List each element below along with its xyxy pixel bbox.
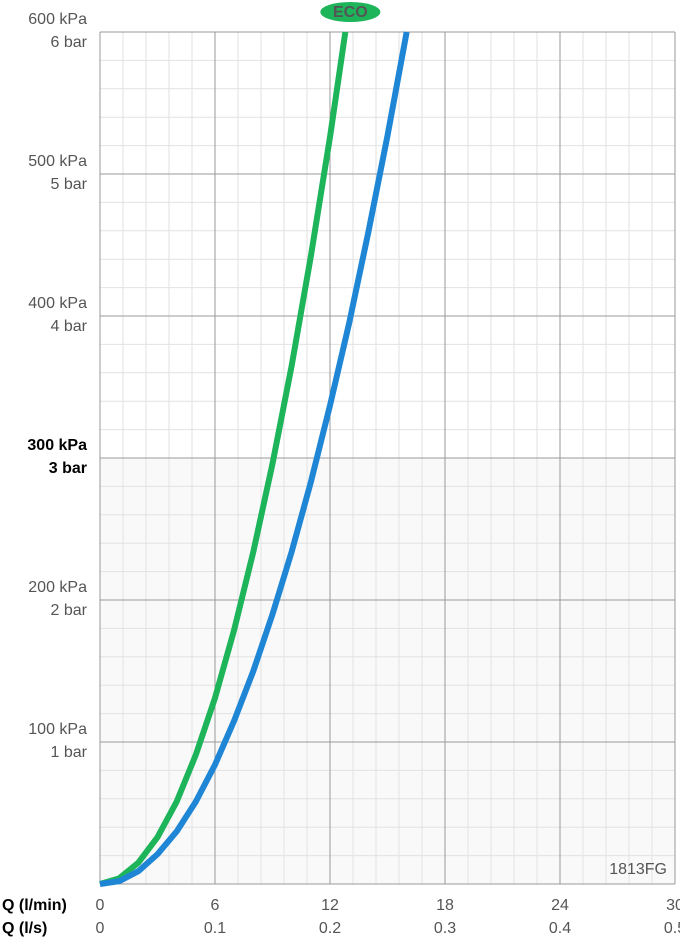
x2-tick-label: 0: [96, 920, 105, 937]
y2-tick-label: 3 bar: [49, 460, 87, 477]
y-tick-label: 300 kPa: [27, 437, 87, 454]
y-tick-label: 200 kPa: [28, 579, 87, 596]
x-tick-label: 12: [321, 897, 339, 914]
x-tick-label: 18: [436, 897, 454, 914]
x-tick-label: 30: [666, 897, 680, 914]
y-tick-label: 600 kPa: [28, 11, 87, 28]
y-tick-label: 100 kPa: [28, 721, 87, 738]
series-line: [99, 31, 349, 887]
y2-tick-label: 6 bar: [51, 34, 88, 51]
y2-tick-label: 2 bar: [51, 602, 88, 619]
x2-tick-label: 0.3: [434, 920, 456, 937]
y2-tick-label: 1 bar: [51, 744, 88, 761]
x2-tick-label: 0.5: [664, 920, 680, 937]
legend-badge: [320, 2, 381, 22]
plot-shade: [100, 458, 675, 884]
x-tick-label: 0: [96, 897, 105, 914]
series-line: [99, 31, 410, 887]
annotation: 1813FG: [609, 861, 667, 878]
x-axis-title: Q (l/min): [2, 897, 67, 914]
x2-tick-label: 0.4: [549, 920, 571, 937]
x2-tick-label: 0.2: [319, 920, 341, 937]
y-tick-label: 400 kPa: [28, 295, 87, 312]
y2-tick-label: 5 bar: [51, 176, 88, 193]
x-tick-label: 24: [551, 897, 569, 914]
x2-tick-label: 0.1: [204, 920, 226, 937]
x-tick-label: 6: [211, 897, 220, 914]
legend-label: ECO: [333, 4, 368, 21]
y2-tick-label: 4 bar: [51, 318, 88, 335]
y-tick-label: 500 kPa: [28, 153, 87, 170]
x2-axis-title: Q (l/s): [2, 920, 47, 937]
